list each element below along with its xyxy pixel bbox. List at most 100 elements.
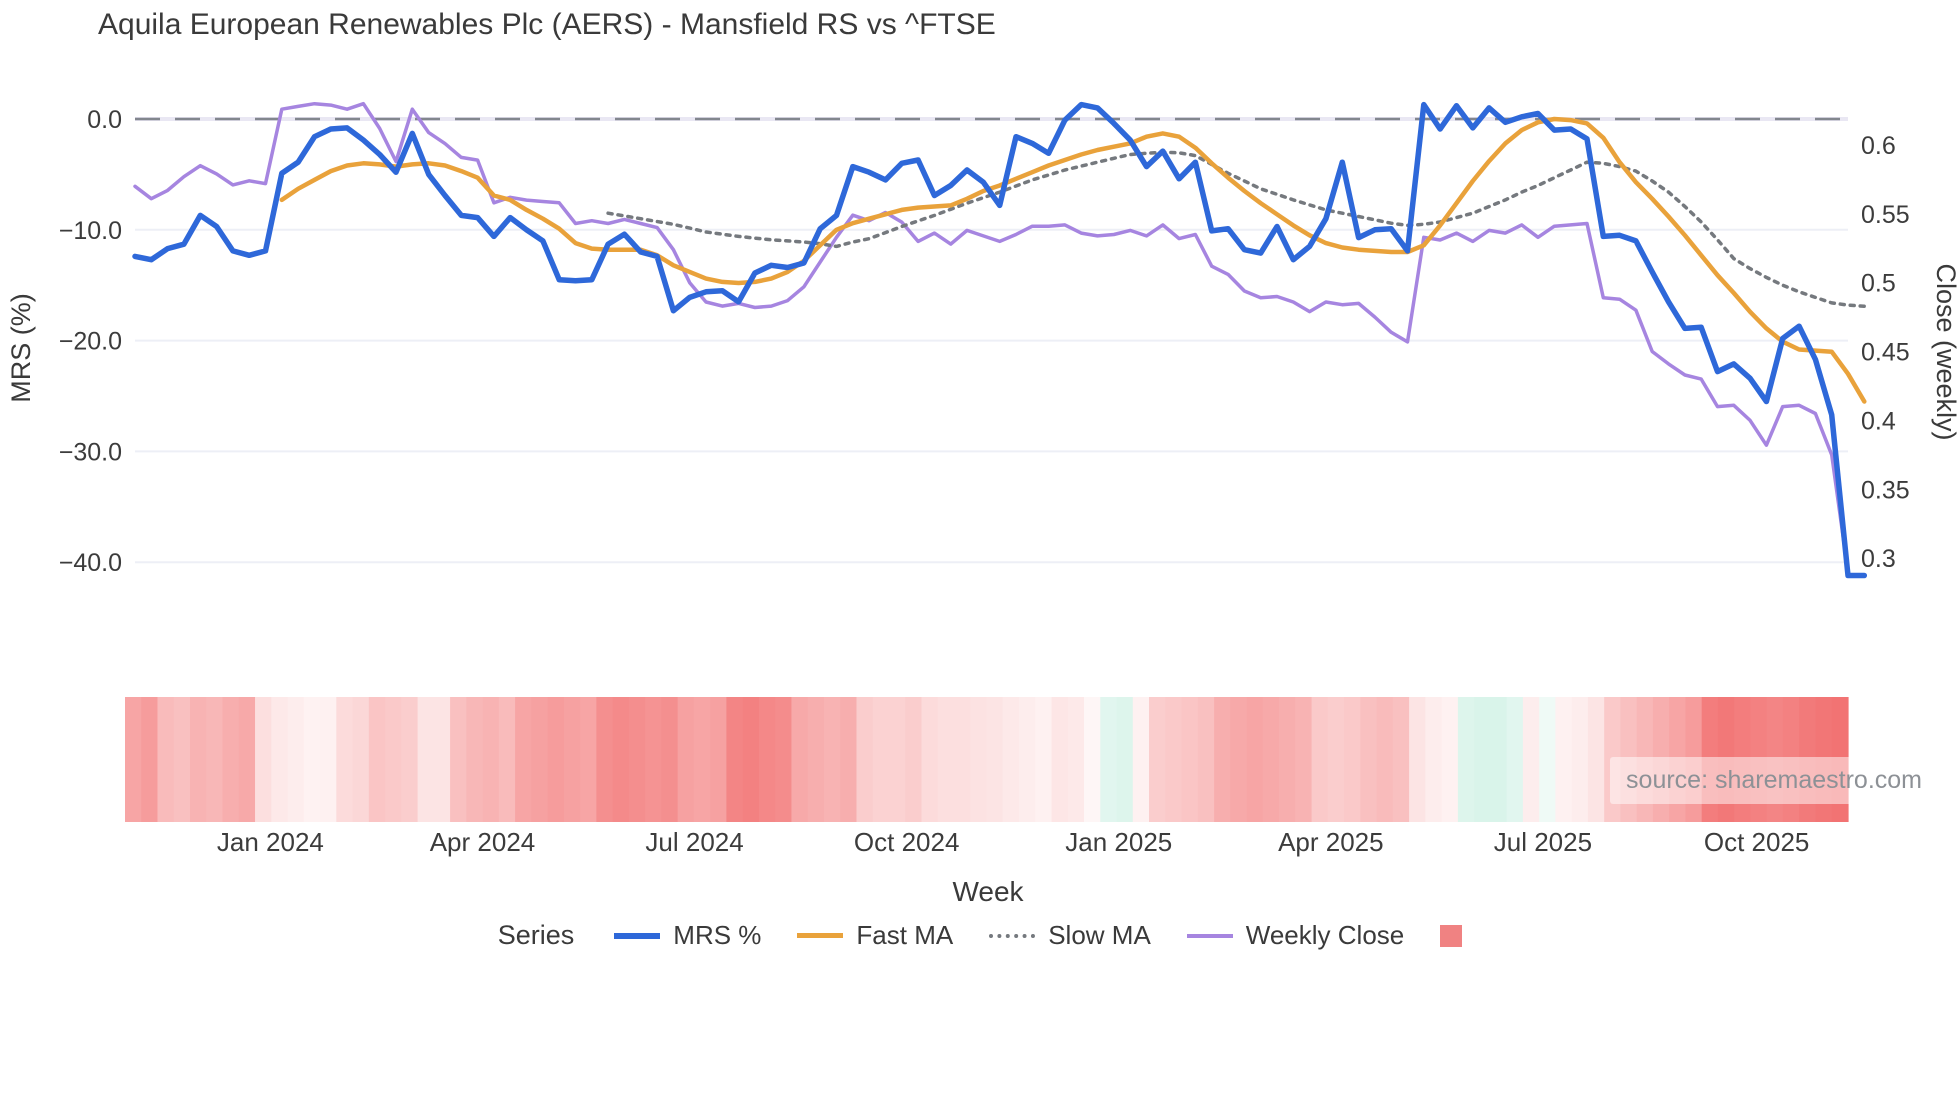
heatmap-cell — [206, 697, 224, 822]
legend-label: Fast MA — [856, 920, 954, 950]
heatmap-cell — [368, 697, 386, 822]
x-tick-label: Jan 2025 — [1065, 827, 1172, 857]
heatmap-cell — [758, 697, 776, 822]
heatmap-cell — [1295, 697, 1313, 822]
heatmap-cell — [255, 697, 272, 822]
heatmap-cell — [385, 697, 402, 822]
heatmap-cell — [986, 697, 1004, 822]
series-line-weekly-close — [133, 101, 1850, 574]
heatmap-cell — [1327, 697, 1345, 822]
heatmap-cell — [303, 697, 321, 822]
page-title: Aquila European Renewables Plc (AERS) - … — [98, 8, 996, 41]
y-right-tick-label: 0.55 — [1861, 201, 1910, 229]
heatmap-cell — [531, 697, 549, 822]
legend-label: Slow MA — [1048, 920, 1151, 950]
heatmap-cell — [450, 697, 467, 822]
legend-swatch-line-icon — [1186, 933, 1233, 938]
y-right-tick-label: 0.35 — [1861, 476, 1910, 504]
series-line-mrs- — [132, 101, 1868, 579]
heatmap-cell — [238, 697, 256, 822]
heatmap-cell — [1539, 697, 1557, 822]
heatmap-cell — [498, 697, 516, 822]
heatmap-cell — [563, 697, 581, 822]
heatmap-cell — [271, 697, 289, 822]
heatmap-cell — [1279, 697, 1296, 822]
heatmap-cell — [1441, 697, 1459, 822]
heatmap-cell — [1522, 697, 1540, 822]
heatmap-cell — [222, 697, 240, 822]
heatmap-cell — [1506, 697, 1524, 822]
heatmap-cell — [1490, 697, 1508, 822]
x-tick-label: Apr 2025 — [1278, 827, 1384, 857]
heatmap-cell — [173, 697, 191, 822]
heatmap-cell — [482, 697, 500, 822]
left-axis-title: MRS (%) — [6, 293, 36, 403]
y-right-tick-label: 0.3 — [1861, 545, 1896, 573]
legend-label: MRS % — [673, 920, 762, 950]
y-left-tick-label: 0.0 — [87, 106, 122, 134]
heatmap-cell — [1149, 697, 1166, 822]
heatmap-cell — [823, 697, 841, 822]
heatmap-cell — [1474, 697, 1491, 822]
heatmap-cell — [921, 697, 939, 822]
legend-items: MRS % Fast MA Slow MA Weekly Close — [578, 920, 1463, 951]
x-tick-label: Oct 2025 — [1704, 827, 1810, 857]
series-line-slow-ma — [606, 150, 1867, 309]
heatmap-cell — [1019, 697, 1036, 822]
heatmap-cell — [1181, 697, 1199, 822]
heatmap-cell — [596, 697, 614, 822]
heatmap-cell — [953, 697, 971, 822]
heatmap-cell — [1214, 697, 1231, 822]
heatmap-cell — [433, 697, 451, 822]
heatmap-cell — [1425, 697, 1443, 822]
heatmap-cell — [336, 697, 354, 822]
gridlines — [135, 117, 1848, 564]
legend-heatmap-swatch-icon — [1440, 924, 1463, 947]
heatmap-cell — [1230, 697, 1248, 822]
heatmap-cell — [1165, 697, 1183, 822]
legend-item-slow-ma: Slow MA — [989, 920, 1151, 951]
y-left-tick-label: −40.0 — [59, 549, 122, 577]
y-right-tick-label: 0.6 — [1861, 132, 1896, 160]
legend-item-fast-ma: Fast MA — [797, 920, 953, 951]
legend-label: Weekly Close — [1245, 920, 1405, 950]
legend-title: Series — [497, 920, 575, 950]
heatmap-cell — [1457, 697, 1475, 822]
heatmap-cell — [1132, 697, 1150, 822]
heatmap-cell — [352, 697, 370, 822]
y-right-tick-label: 0.5 — [1861, 270, 1896, 298]
heatmap-cell — [287, 697, 305, 822]
heatmap-cell — [791, 697, 809, 822]
heatmap-cell — [888, 697, 906, 822]
y-right-tick-label: 0.4 — [1861, 407, 1896, 435]
heatmap-cell — [141, 697, 159, 822]
heatmap-cell — [1587, 697, 1605, 822]
y-left-tick-label: −20.0 — [59, 328, 122, 356]
legend-item-mrs-: MRS % — [614, 920, 761, 951]
heatmap-cell — [1262, 697, 1280, 822]
x-tick-label: Apr 2024 — [430, 827, 536, 857]
series-line-fast-ma — [279, 116, 1867, 404]
heatmap-cell — [1116, 697, 1134, 822]
heatmap-cell — [1246, 697, 1264, 822]
x-tick-label: Jul 2024 — [645, 827, 743, 857]
heatmap-cell — [1392, 697, 1410, 822]
source-watermark: source: sharemaestro.com — [1610, 757, 1938, 804]
heatmap-cell — [1344, 697, 1361, 822]
heatmap-cell — [401, 697, 419, 822]
heatmap-cell — [612, 697, 630, 822]
x-tick-label: Oct 2024 — [854, 827, 960, 857]
heatmap-cell — [840, 697, 858, 822]
heatmap-cell — [580, 697, 597, 822]
right-axis-title: Close (weekly) — [1931, 263, 1960, 440]
heatmap-cell — [775, 697, 793, 822]
heatmap-cell — [872, 697, 890, 822]
x-tick-label: Jul 2025 — [1494, 827, 1592, 857]
legend-item-weekly-close: Weekly Close — [1186, 920, 1405, 951]
y-left-tick-label: −30.0 — [59, 438, 122, 466]
heatmap-cell — [970, 697, 988, 822]
heatmap-cell — [320, 697, 337, 822]
heatmap-cell — [1409, 697, 1426, 822]
legend-swatch-line-icon — [614, 932, 661, 939]
heatmap-cell — [645, 697, 662, 822]
